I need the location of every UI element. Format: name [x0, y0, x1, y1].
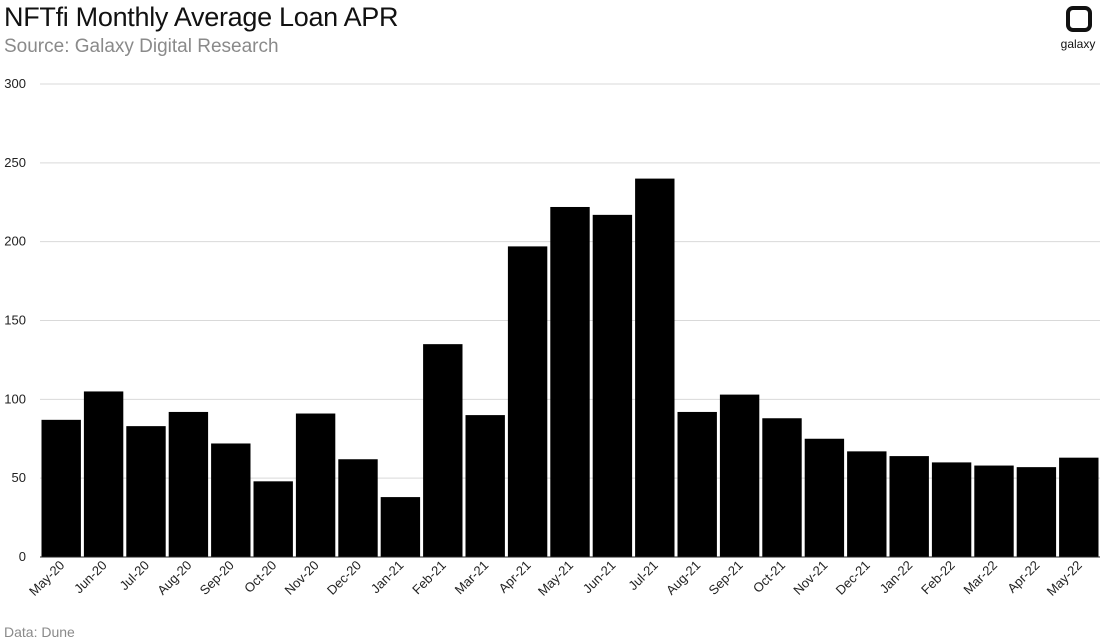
x-tick-label: May-21 [535, 558, 576, 599]
x-tick-label: Jun-20 [71, 558, 110, 597]
x-tick-label: Nov-20 [281, 558, 321, 598]
bar-oct-21 [762, 418, 802, 557]
bar-jun-20 [83, 391, 124, 557]
x-tick-label: Apr-21 [496, 558, 534, 596]
y-tick-label: 50 [12, 470, 26, 485]
y-tick-label: 250 [4, 155, 26, 170]
bar-mar-21 [465, 415, 505, 557]
x-tick-label: Aug-20 [154, 558, 194, 598]
bar-oct-20 [253, 481, 293, 557]
bar-jan-21 [380, 497, 421, 557]
x-tick-label: Dec-20 [324, 558, 364, 598]
galaxy-logo: galaxy [1058, 6, 1098, 56]
bar-may-22 [1059, 457, 1099, 557]
bar-jul-21 [635, 178, 675, 557]
y-tick-label: 200 [4, 234, 26, 249]
chart-title: NFTfi Monthly Average Loan APR [4, 2, 399, 32]
bar-may-21 [550, 206, 590, 558]
bar-sep-21 [719, 394, 760, 557]
bar-may-20 [41, 419, 81, 557]
x-tick-label: Aug-21 [663, 558, 703, 598]
y-tick-label: 300 [4, 76, 26, 91]
x-tick-label: Dec-21 [833, 558, 873, 598]
bar-sep-20 [211, 443, 251, 557]
x-tick-label: Feb-21 [409, 558, 449, 598]
logo-text: galaxy [1060, 37, 1096, 51]
x-tick-label: Oct-21 [750, 558, 788, 596]
x-tick-label: May-22 [1044, 558, 1085, 599]
bar-dec-20 [338, 459, 378, 557]
y-axis-ticks: 0 50 100 150 200 250 300 [4, 76, 26, 564]
bar-dec-21 [847, 451, 887, 557]
x-tick-label: Jul-20 [116, 558, 152, 594]
x-tick-label: Mar-21 [452, 558, 492, 598]
x-tick-label: Apr-22 [1004, 558, 1042, 596]
y-tick-label: 100 [4, 391, 26, 406]
bar-mar-22 [974, 465, 1014, 557]
x-tick-label: Jul-21 [625, 558, 661, 594]
x-tick-label: Jan-22 [877, 558, 916, 597]
y-tick-label: 150 [4, 313, 26, 328]
bar-jul-20 [126, 426, 166, 557]
bar-aug-20 [168, 411, 209, 557]
x-tick-label: Jan-21 [368, 558, 407, 597]
bar-aug-21 [677, 411, 717, 557]
x-tick-label: Sep-20 [197, 558, 237, 598]
bar-nov-20 [295, 413, 336, 557]
bar-feb-21 [423, 344, 463, 557]
x-tick-label: Feb-22 [918, 558, 958, 598]
data-source-note: Data: Dune [4, 624, 75, 640]
bar-feb-22 [931, 462, 972, 557]
bars [41, 178, 1099, 558]
y-tick-label: 0 [19, 549, 26, 564]
bar-apr-21 [507, 246, 548, 557]
x-tick-label: Nov-21 [790, 558, 830, 598]
x-tick-label: Jun-21 [580, 558, 619, 597]
x-tick-label: Sep-21 [705, 558, 745, 598]
bar-nov-21 [804, 438, 845, 557]
bar-jan-22 [889, 456, 929, 557]
bar-jun-21 [592, 214, 633, 557]
x-tick-label: May-20 [26, 558, 67, 599]
bar-apr-22 [1016, 467, 1057, 557]
x-axis-ticks: May-20 Jun-20 Jul-20 Aug-20 Sep-20 Oct-20 Nov-… [26, 558, 1085, 599]
x-tick-label: Mar-22 [960, 558, 1000, 598]
chart-subtitle: Source: Galaxy Digital Research [4, 36, 279, 57]
galaxy-logo-icon [1066, 6, 1092, 32]
x-tick-label: Oct-20 [241, 558, 279, 596]
